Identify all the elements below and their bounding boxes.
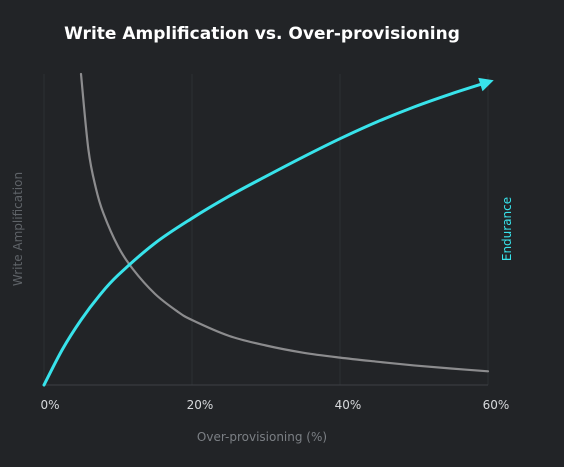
x-tick-label-40: 40% xyxy=(335,398,362,412)
x-tick-labels: 0% 20% 40% 60% xyxy=(40,398,509,412)
x-tick-label-0: 0% xyxy=(40,398,59,412)
chart-title: Write Amplification vs. Over-provisionin… xyxy=(64,24,460,44)
y2-axis-label: Endurance xyxy=(500,197,514,261)
axes xyxy=(43,74,488,386)
series-line-write-amplification xyxy=(79,72,490,373)
x-axis-label: Over-provisioning (%) xyxy=(197,430,327,444)
x-tick-label-20: 20% xyxy=(187,398,214,412)
series-line-endurance xyxy=(42,80,490,387)
y-axis-label: Write Amplification xyxy=(11,172,25,286)
x-tick-label-60: 60% xyxy=(483,398,510,412)
grid-lines xyxy=(191,74,489,385)
series-layer xyxy=(42,72,494,387)
series-arrowhead-endurance xyxy=(478,77,494,92)
